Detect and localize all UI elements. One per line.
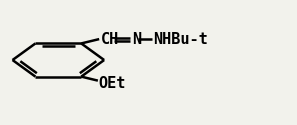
Text: N: N <box>132 32 141 47</box>
Text: NHBu-t: NHBu-t <box>153 32 208 47</box>
Text: CH: CH <box>101 32 119 47</box>
Text: OEt: OEt <box>99 76 126 91</box>
